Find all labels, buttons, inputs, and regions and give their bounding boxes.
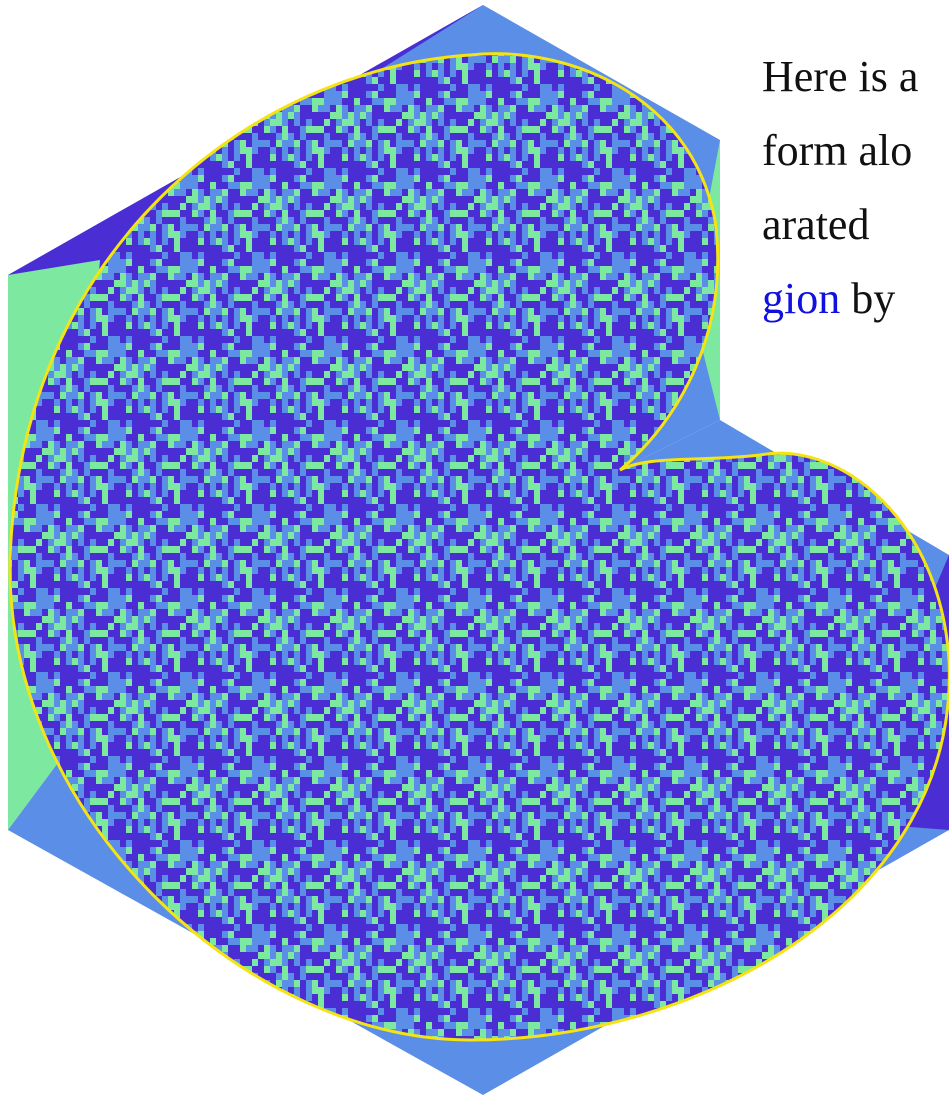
text-line: Here is a bbox=[762, 40, 949, 114]
text-line: arated bbox=[762, 188, 949, 262]
text: by bbox=[851, 274, 895, 323]
link[interactable]: gion bbox=[762, 274, 840, 323]
page: {"text": {"lines": ["Here is a", "form a… bbox=[0, 0, 949, 1099]
text-line: form alo bbox=[762, 114, 949, 188]
text-line: gion by bbox=[762, 262, 949, 336]
paper-text: Here is a form alo arated gion by bbox=[762, 40, 949, 336]
